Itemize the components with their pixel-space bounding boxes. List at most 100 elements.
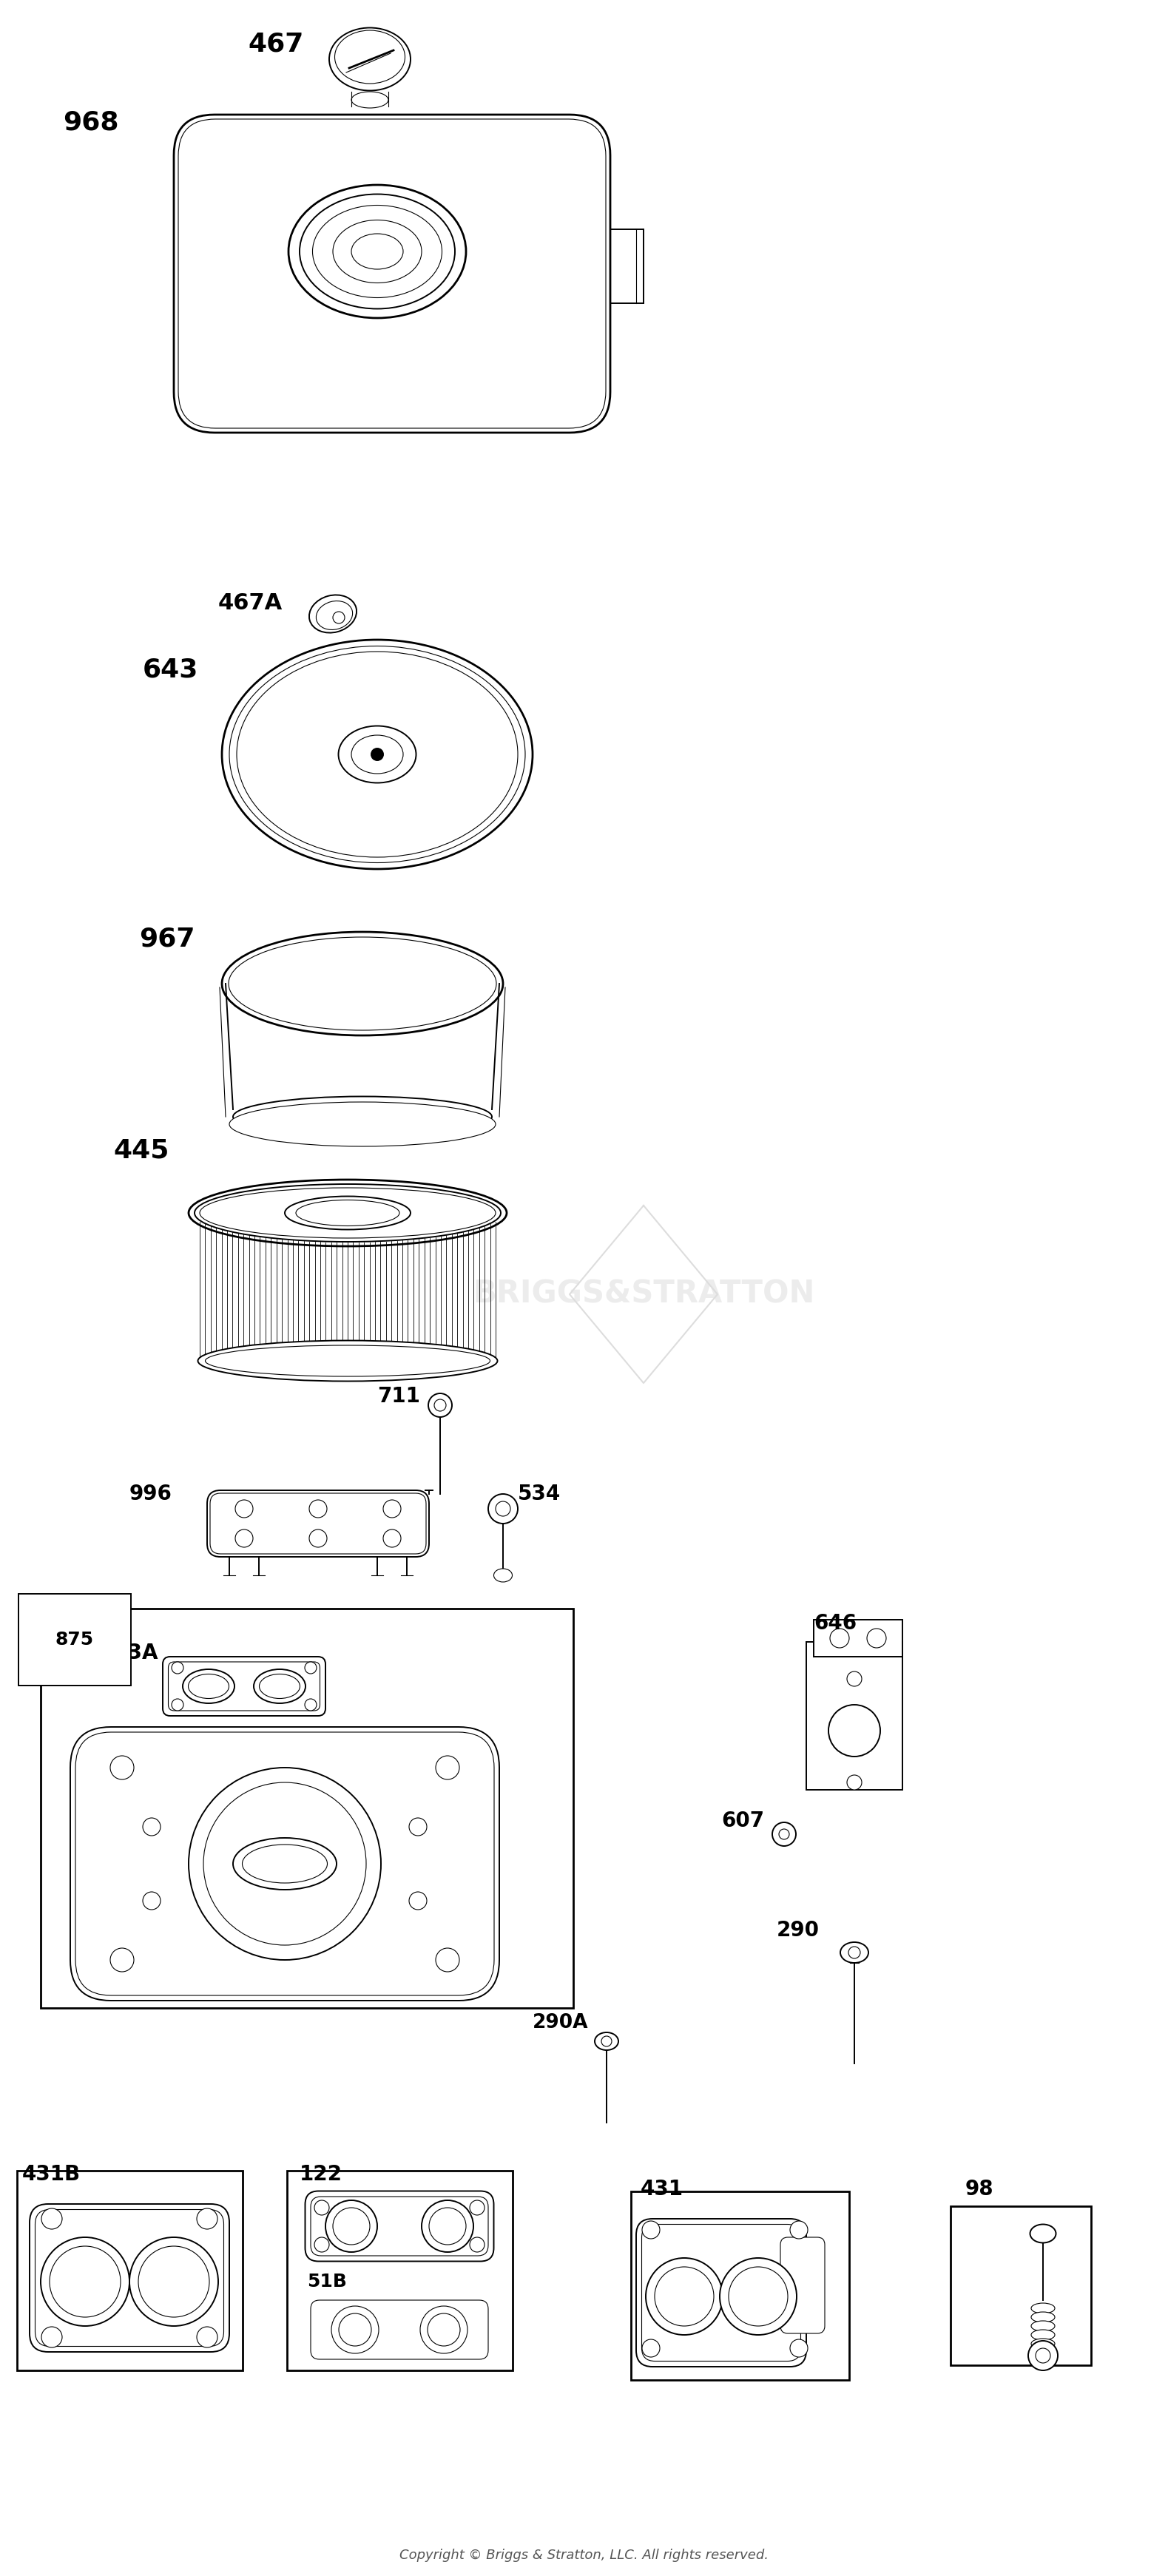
Circle shape [339,2313,371,2347]
Ellipse shape [232,1837,336,1891]
Ellipse shape [288,185,466,317]
Ellipse shape [200,1188,495,1239]
Text: 467A: 467A [218,592,283,613]
Circle shape [409,1891,426,1909]
Ellipse shape [182,1669,235,1703]
Circle shape [642,2221,660,2239]
Ellipse shape [1031,2329,1055,2339]
Circle shape [196,2326,217,2347]
Ellipse shape [352,734,403,773]
FancyBboxPatch shape [311,2197,488,2257]
Ellipse shape [222,933,503,1036]
Circle shape [333,611,345,623]
Bar [286,2172,513,2370]
Ellipse shape [188,1674,229,1698]
Circle shape [142,1891,160,1909]
Text: 968: 968 [63,108,119,134]
FancyBboxPatch shape [29,2205,229,2352]
Text: 534: 534 [517,1484,561,1504]
Ellipse shape [317,600,353,629]
Circle shape [41,2208,62,2228]
Ellipse shape [310,595,356,634]
Circle shape [719,2259,797,2334]
Circle shape [314,2239,329,2251]
Ellipse shape [494,1569,513,1582]
Circle shape [110,1947,134,1971]
Text: 431: 431 [640,2179,683,2200]
Circle shape [420,2306,467,2354]
Bar [631,2192,849,2380]
Ellipse shape [840,1942,869,1963]
FancyBboxPatch shape [641,2223,801,2362]
Bar [951,2205,1091,2365]
Circle shape [235,1499,253,1517]
Circle shape [172,1662,183,1674]
FancyBboxPatch shape [174,116,610,433]
Circle shape [602,2035,612,2045]
Circle shape [790,2339,808,2357]
Circle shape [326,2200,377,2251]
Ellipse shape [285,1195,410,1229]
Ellipse shape [197,1340,498,1381]
Circle shape [790,2221,808,2239]
Text: 996: 996 [130,1484,172,1504]
Ellipse shape [237,652,517,858]
FancyBboxPatch shape [210,1494,426,1553]
Ellipse shape [595,2032,618,2050]
Circle shape [772,1821,795,1847]
FancyBboxPatch shape [168,1662,320,1710]
Text: 98: 98 [965,2179,994,2200]
Circle shape [847,1775,862,1790]
Circle shape [130,2239,218,2326]
Circle shape [828,1705,881,1757]
Circle shape [314,2200,329,2215]
Text: 875: 875 [55,1631,95,1649]
Text: 607: 607 [721,1811,764,1832]
FancyBboxPatch shape [179,118,606,428]
FancyBboxPatch shape [35,2210,224,2347]
Circle shape [495,1502,510,1517]
Ellipse shape [296,1200,399,1226]
Circle shape [235,1530,253,1548]
Circle shape [436,1947,459,1971]
Circle shape [867,1628,887,1649]
Text: 290: 290 [777,1919,820,1940]
Text: 445: 445 [113,1139,169,1162]
Circle shape [429,1394,452,1417]
Text: 467: 467 [248,31,304,57]
Circle shape [729,2267,787,2326]
Ellipse shape [352,93,388,108]
Ellipse shape [259,1674,300,1698]
Text: 51B: 51B [307,2272,347,2290]
Circle shape [383,1530,401,1548]
Ellipse shape [242,1844,327,1883]
Bar [41,1607,573,2009]
Circle shape [305,1698,317,1710]
Ellipse shape [232,1097,492,1136]
Ellipse shape [313,206,442,299]
Circle shape [470,2200,485,2215]
Ellipse shape [333,219,422,283]
Circle shape [470,2239,485,2251]
Circle shape [333,2208,370,2244]
Bar [806,1641,903,1790]
Circle shape [310,1530,327,1548]
Circle shape [371,750,383,760]
Circle shape [434,1399,446,1412]
FancyBboxPatch shape [780,2239,825,2334]
Circle shape [188,1767,381,1960]
Circle shape [436,1757,459,1780]
Ellipse shape [1031,2339,1055,2349]
Ellipse shape [229,1103,495,1146]
Circle shape [305,1662,317,1674]
Circle shape [654,2267,714,2326]
FancyBboxPatch shape [305,2192,494,2262]
Circle shape [429,2208,466,2244]
Circle shape [427,2313,460,2347]
Circle shape [848,1947,861,1958]
Circle shape [172,1698,183,1710]
Circle shape [142,1819,160,1837]
Text: 711: 711 [377,1386,420,1406]
Ellipse shape [253,1669,306,1703]
Circle shape [41,2326,62,2347]
